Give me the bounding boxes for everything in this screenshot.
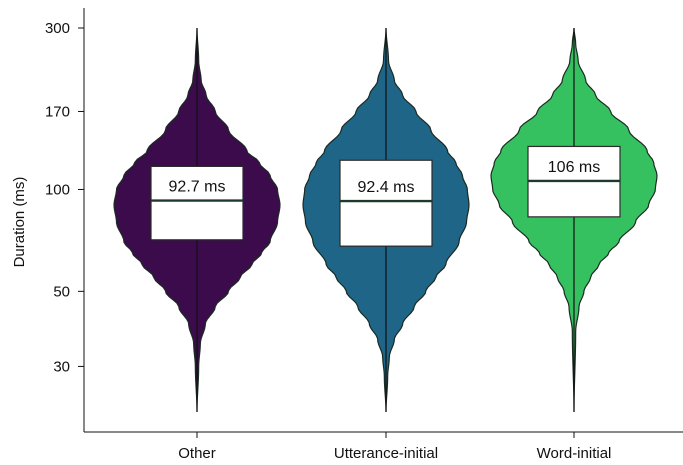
x-tick-label: Utterance-initial: [334, 445, 438, 462]
y-tick-label: 300: [45, 20, 70, 37]
x-tick-label: Other: [178, 445, 216, 462]
y-tick-label: 170: [45, 103, 70, 120]
violins: 92.7 ms 92.4 ms 106 ms: [113, 27, 658, 413]
median-label: 92.4 ms: [358, 179, 415, 196]
x-ticks: Other Utterance-initial Word-initial: [178, 432, 611, 462]
y-ticks: 30 50 100 170 300: [45, 20, 84, 375]
iqr-box: [339, 159, 433, 247]
x-tick-label: Word-initial: [537, 445, 612, 462]
median-label: 92.7 ms: [169, 179, 226, 196]
y-axis-title: Duration (ms): [11, 177, 28, 268]
y-tick-label: 100: [45, 181, 70, 198]
y-tick-label: 50: [53, 283, 70, 300]
iqr-box: [150, 165, 244, 241]
y-tick-label: 30: [53, 358, 70, 375]
median-label: 106 ms: [548, 159, 600, 176]
